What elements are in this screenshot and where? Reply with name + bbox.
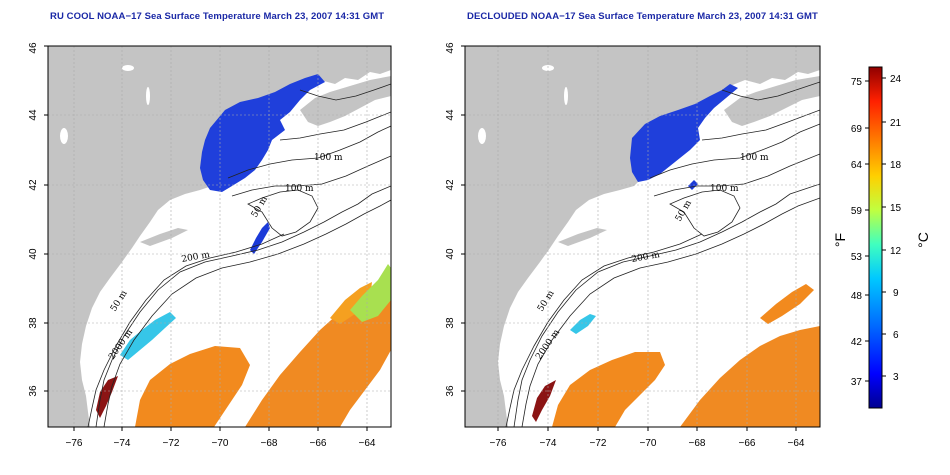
map-panel-right: 100 m 100 m 50 m 200 m 50 m 2000 m −76 −… xyxy=(445,42,821,449)
latitude-tick-labels: 36 38 40 42 44 46 xyxy=(28,42,39,397)
warm-water-fragment xyxy=(760,284,814,324)
tick-label: 38 xyxy=(445,317,456,329)
colorbar: 75 69 64 59 53 48 42 37 24 21 18 15 12 9… xyxy=(832,66,931,409)
cool-water-patch xyxy=(120,312,176,360)
bathymetry-contours xyxy=(87,83,391,427)
tick-label: 36 xyxy=(445,385,456,397)
nova-scotia xyxy=(724,76,820,126)
warm-water-fragment xyxy=(330,282,372,324)
grid-lines xyxy=(48,46,391,427)
tick-label: 75 xyxy=(851,77,863,88)
tick-label: 24 xyxy=(890,74,902,85)
latitude-tick-labels: 36 38 40 42 44 46 xyxy=(445,42,456,397)
celsius-tick-labels: 24 21 18 15 12 9 6 3 xyxy=(890,74,902,383)
hot-water-patch xyxy=(532,380,556,422)
lake xyxy=(60,128,68,144)
tick-label: −76 xyxy=(66,438,83,449)
green-water-patch xyxy=(350,264,391,322)
land-mass xyxy=(465,46,820,427)
tick-label: 6 xyxy=(893,330,899,341)
hot-water-patch xyxy=(96,376,118,418)
tick-label: −68 xyxy=(261,438,278,449)
long-island xyxy=(558,228,607,246)
panel-title-ru-cool: RU COOL NOAA−17 Sea Surface Temperature … xyxy=(50,11,385,22)
warm-water-patch xyxy=(552,352,665,427)
tick-label: 40 xyxy=(28,248,39,260)
tick-label: −70 xyxy=(212,438,229,449)
tick-label: −72 xyxy=(163,438,180,449)
tick-label: 40 xyxy=(445,248,456,260)
colorbar-ticks xyxy=(865,77,886,382)
tick-label: −66 xyxy=(310,438,327,449)
tick-label: 64 xyxy=(851,160,863,171)
tick-label: 15 xyxy=(890,203,902,214)
tick-label: −74 xyxy=(114,438,131,449)
longitude-tick-labels: −76 −74 −72 −70 −68 −66 −64 xyxy=(490,438,805,449)
depth-label: 200 m xyxy=(181,250,211,265)
long-island xyxy=(140,228,188,246)
tick-label: 69 xyxy=(851,124,863,135)
grid-lines xyxy=(465,46,820,427)
tick-label: 42 xyxy=(445,179,456,191)
tick-label: −72 xyxy=(590,438,607,449)
axis-ticks xyxy=(44,45,368,431)
tick-label: 12 xyxy=(890,246,902,257)
tick-label: 37 xyxy=(851,377,863,388)
depth-label: 100 m xyxy=(710,184,739,194)
tick-label: −64 xyxy=(788,438,805,449)
tick-label: −70 xyxy=(640,438,657,449)
axis-ticks xyxy=(461,45,797,431)
celsius-unit-label: °C xyxy=(915,232,931,248)
cool-water-patch xyxy=(570,314,596,334)
land-mass xyxy=(48,46,391,427)
tick-label: 9 xyxy=(893,288,899,299)
depth-label: 100 m xyxy=(285,184,314,194)
tick-label: 42 xyxy=(28,179,39,191)
depth-label: 100 m xyxy=(314,153,343,163)
cold-water-patch xyxy=(630,84,738,182)
tick-label: −68 xyxy=(689,438,706,449)
nova-scotia xyxy=(300,76,391,126)
tick-label: 46 xyxy=(445,42,456,54)
tick-label: 44 xyxy=(28,109,39,121)
tick-label: 3 xyxy=(893,372,899,383)
tick-label: −76 xyxy=(490,438,507,449)
tick-label: 18 xyxy=(890,160,902,171)
cold-water-patch xyxy=(200,74,325,192)
map-frame xyxy=(464,45,821,428)
tick-label: 48 xyxy=(851,291,863,302)
lake xyxy=(564,87,568,105)
tick-label: −66 xyxy=(739,438,756,449)
colorbar-gradient xyxy=(868,66,883,409)
tick-label: 44 xyxy=(445,109,456,121)
longitude-tick-labels: −76 −74 −72 −70 −68 −66 −64 xyxy=(66,438,376,449)
tick-label: 21 xyxy=(890,118,902,129)
tick-label: 42 xyxy=(851,337,863,348)
depth-label: 200 m xyxy=(631,250,661,265)
fahrenheit-unit-label: °F xyxy=(832,233,848,247)
depth-label: 100 m xyxy=(740,153,769,163)
tick-label: 59 xyxy=(851,206,863,217)
panel-title-declouded: DECLOUDED NOAA−17 Sea Surface Temperatur… xyxy=(467,11,818,22)
tick-label: 36 xyxy=(28,385,39,397)
bathymetry-contours xyxy=(505,81,820,427)
warm-water-patch xyxy=(135,346,250,427)
tick-label: 46 xyxy=(28,42,39,54)
tick-label: 38 xyxy=(28,317,39,329)
tick-label: 53 xyxy=(851,252,863,263)
tick-label: −64 xyxy=(359,438,376,449)
lake xyxy=(146,87,150,105)
map-panel-left: 100 m 100 m 50 m 200 m 50 m 2000 m −76 −… xyxy=(28,42,392,449)
lake xyxy=(478,128,486,144)
lake xyxy=(122,65,134,71)
warm-water-band xyxy=(680,326,820,427)
tick-label: −74 xyxy=(540,438,557,449)
fahrenheit-tick-labels: 75 69 64 59 53 48 42 37 xyxy=(851,77,863,388)
